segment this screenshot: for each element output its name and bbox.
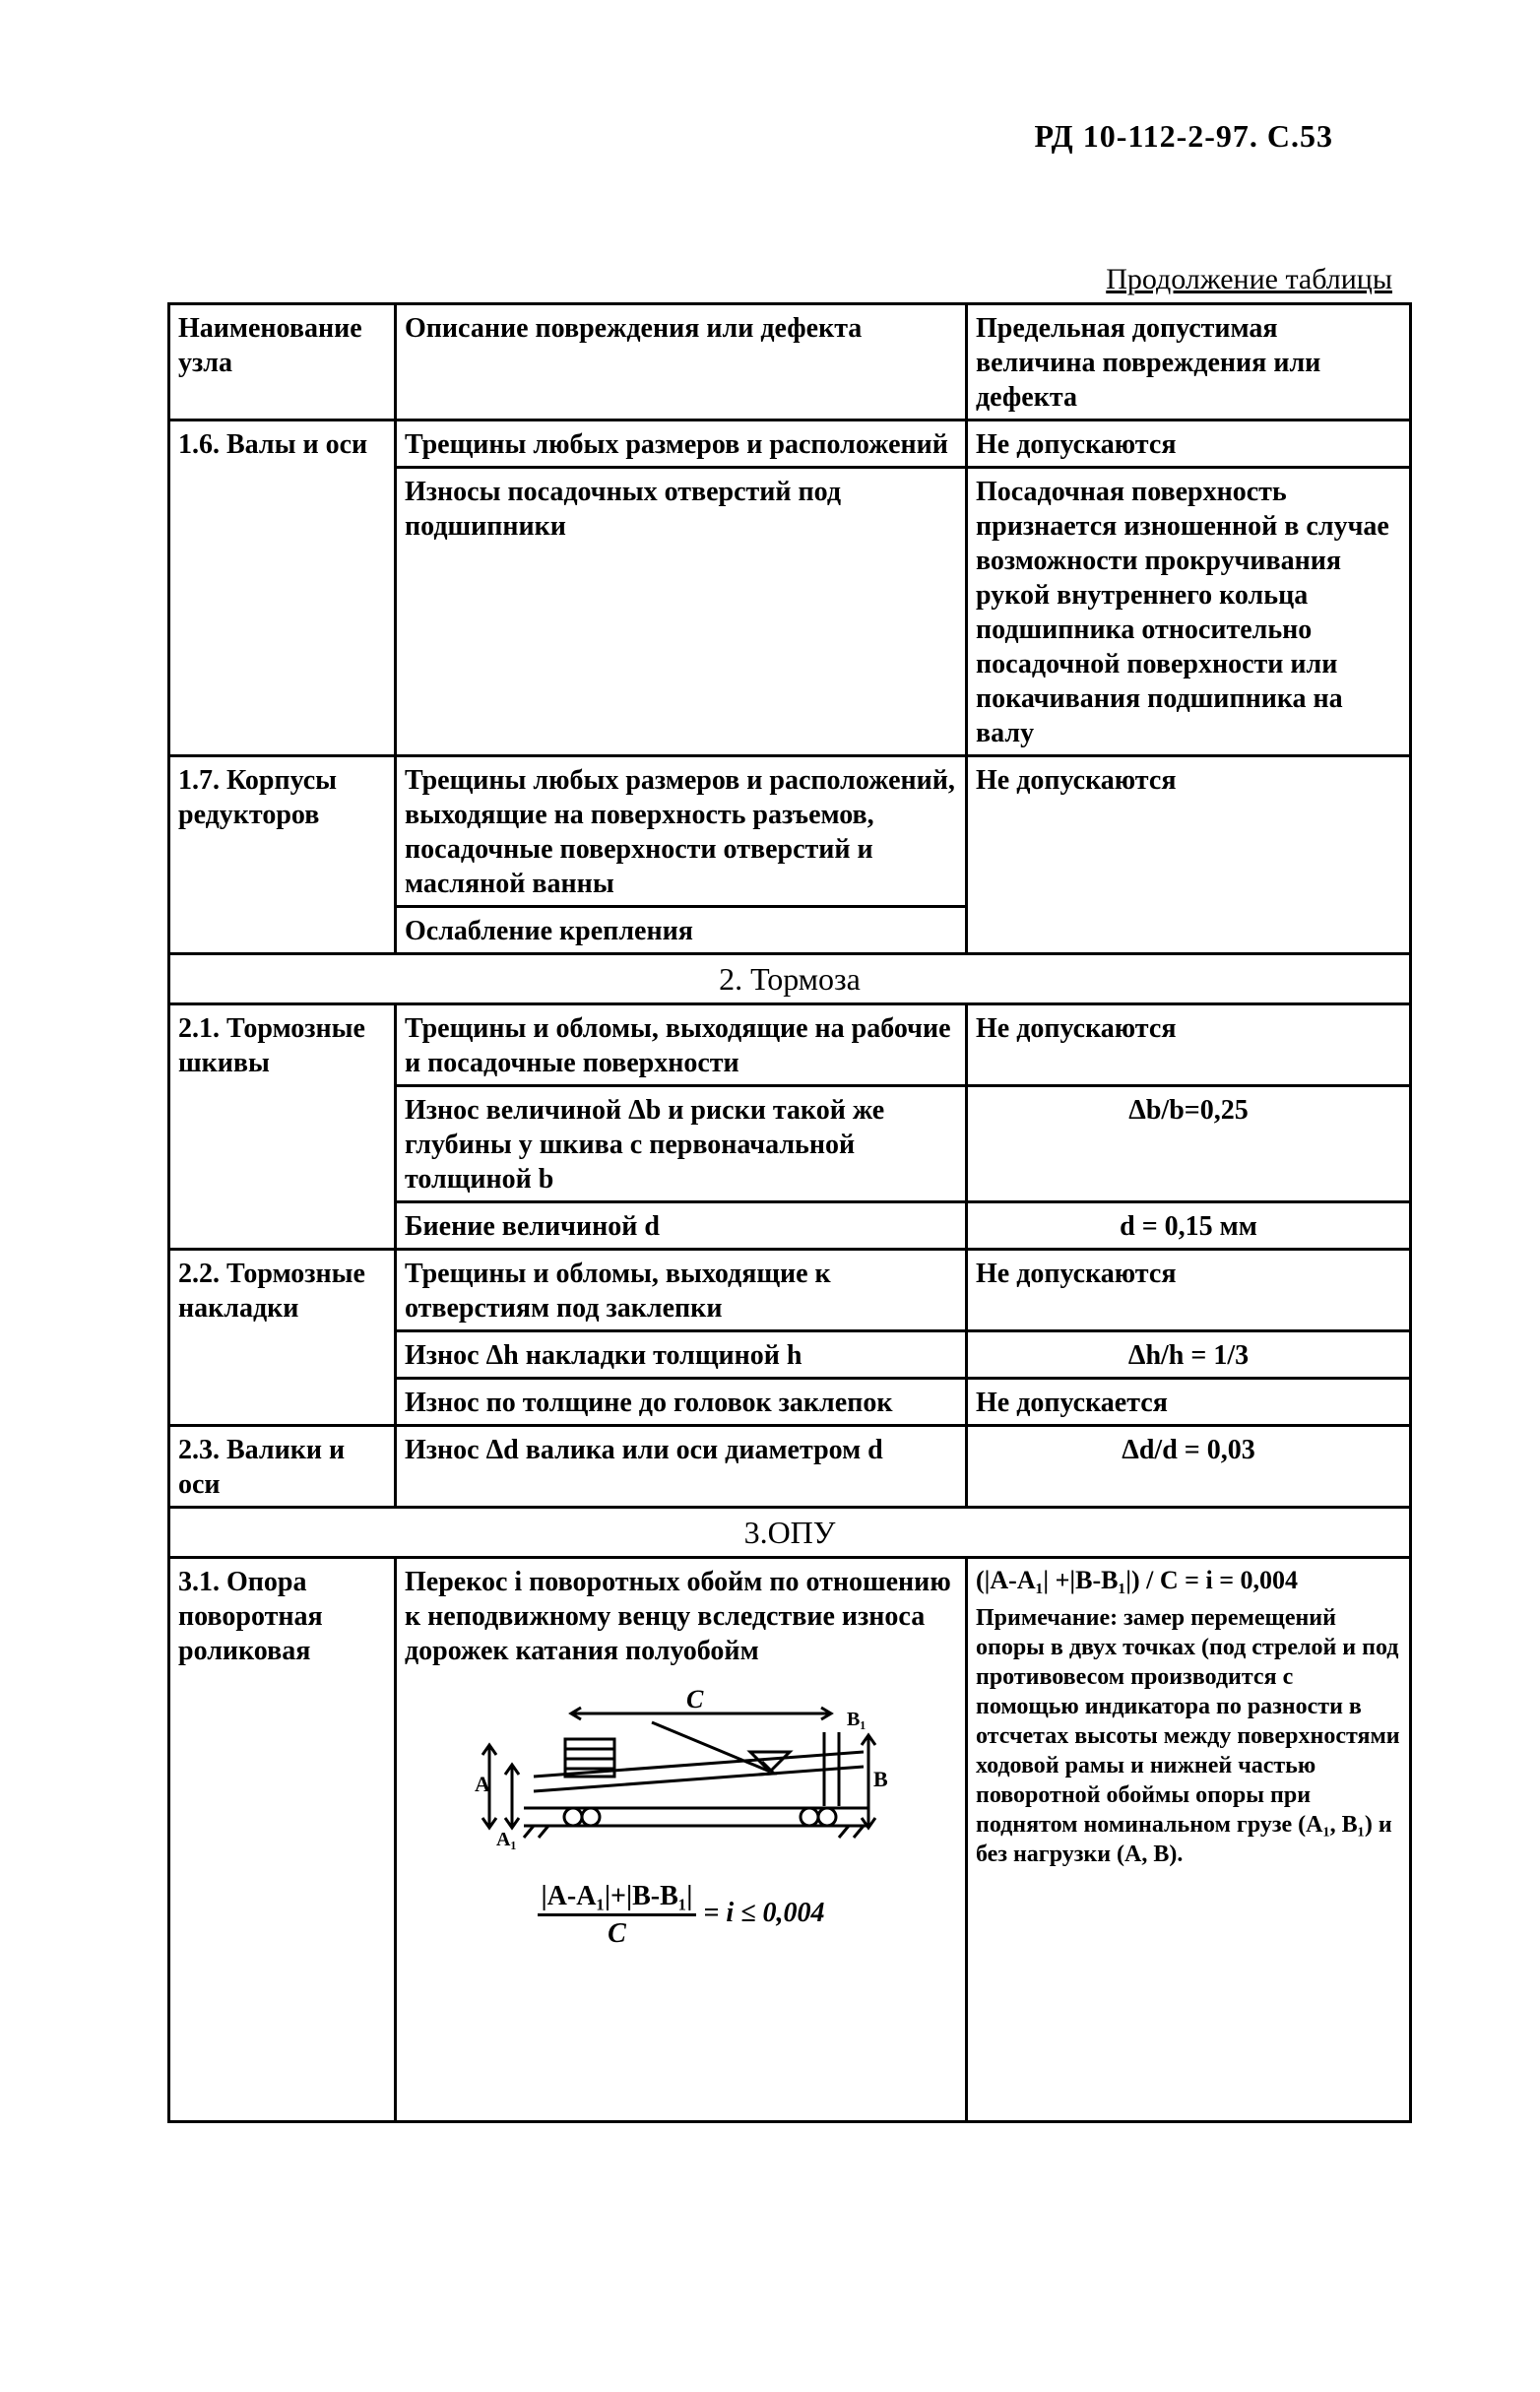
section-2-title: 2. Тормоза (169, 954, 1411, 1004)
cell-limit-3-1: (|A-A₁| +|B-B₁|) / C = i = 0,004 Примеча… (967, 1558, 1411, 2122)
cell-desc: Биение величиной d (396, 1202, 967, 1250)
cell-desc: Износ Δd валика или оси диаметром d (396, 1426, 967, 1508)
cell-desc: Износ Δh накладки толщиной h (396, 1331, 967, 1379)
formula: |A-A₁|+|B-B₁| C = i ≤ 0,004 (538, 1879, 825, 1951)
cell-desc: Ослабление крепления (396, 907, 967, 954)
svg-text:B: B (873, 1767, 888, 1791)
table-header-row: Наименование узла Описание повреждения и… (169, 304, 1411, 420)
table-row: 2.2. Тормозные накладки Трещины и обломы… (169, 1250, 1411, 1331)
cell-desc: Износ по толщине до головок заклепок (396, 1379, 967, 1426)
cell-name-2-2: 2.2. Тормозные накладки (169, 1250, 396, 1426)
table-row: 3.1. Опора поворотная роликовая Перекос … (169, 1558, 1411, 2122)
col-header-limit: Предельная допустимая величина поврежден… (967, 304, 1411, 420)
cell-limit: Не допускаются (967, 1004, 1411, 1086)
cell-desc: Трещины любых размеров и расположений, в… (396, 756, 967, 907)
cell-desc-3-1: Перекос i поворотных обойм по отношению … (396, 1558, 967, 2122)
col-header-name: Наименование узла (169, 304, 396, 420)
table-row: 2.3. Валики и оси Износ Δd валика или ос… (169, 1426, 1411, 1508)
limit-formula: (|A-A₁| +|B-B₁|) / C = i = 0,004 (976, 1565, 1401, 1597)
col-header-desc: Описание повреждения или дефекта (396, 304, 967, 420)
diagram-container: A A₁ (405, 1668, 957, 1951)
section-3-title: 3.ОПУ (169, 1508, 1411, 1558)
cell-desc: Износ величиной Δb и риски такой же глуб… (396, 1086, 967, 1202)
formula-rhs: = i ≤ 0,004 (703, 1898, 824, 1928)
fraction: |A-A₁|+|B-B₁| C (538, 1879, 697, 1951)
cell-desc: Трещины любых размеров и расположений (396, 420, 967, 468)
cell-limit: d = 0,15 мм (967, 1202, 1411, 1250)
table-row: 1.6. Валы и оси Трещины любых размеров и… (169, 420, 1411, 468)
cell-desc: Трещины и обломы, выходящие на рабочие и… (396, 1004, 967, 1086)
svg-text:A: A (475, 1772, 490, 1796)
cell-limit: Не допускаются (967, 420, 1411, 468)
svg-text:B₁: B₁ (847, 1709, 866, 1730)
cell-name-2-3: 2.3. Валики и оси (169, 1426, 396, 1508)
document-id: РД 10-112-2-97. С.53 (167, 118, 1333, 155)
cell-limit: Δb/b=0,25 (967, 1086, 1411, 1202)
cell-limit: Δh/h = 1/3 (967, 1331, 1411, 1379)
section-row: 3.ОПУ (169, 1508, 1411, 1558)
cell-desc: Износы посадочных отверстий под подшипни… (396, 468, 967, 756)
cell-name-1-7: 1.7. Корпусы редукторов (169, 756, 396, 954)
formula-denominator: C (538, 1916, 697, 1951)
limit-note: Примечание: замер перемещений опоры в дв… (976, 1603, 1401, 1869)
continuation-label: Продолжение таблицы (167, 263, 1392, 296)
cell-name-2-1: 2.1. Тормозные шкивы (169, 1004, 396, 1250)
table-row: 2.1. Тормозные шкивы Трещины и обломы, в… (169, 1004, 1411, 1086)
cell-name-3-1: 3.1. Опора поворотная роликовая (169, 1558, 396, 2122)
table-row: 1.7. Корпусы редукторов Трещины любых ра… (169, 756, 1411, 907)
cell-limit: Не допускаются (967, 756, 1411, 954)
page: РД 10-112-2-97. С.53 Продолжение таблицы… (0, 0, 1540, 2392)
section-row: 2. Тормоза (169, 954, 1411, 1004)
cell-desc: Трещины и обломы, выходящие к отверстиям… (396, 1250, 967, 1331)
bearing-diagram-icon: A A₁ (475, 1678, 888, 1875)
desc-text: Перекос i поворотных обойм по отношению … (405, 1565, 957, 1668)
cell-limit: Посадочная поверхность признается изноше… (967, 468, 1411, 756)
cell-limit: Не допускается (967, 1379, 1411, 1426)
diagram-c-label: C (686, 1685, 704, 1713)
cell-name-1-6: 1.6. Валы и оси (169, 420, 396, 756)
formula-numerator: |A-A₁|+|B-B₁| (538, 1879, 697, 1916)
svg-text:A₁: A₁ (496, 1829, 516, 1850)
cell-limit: Δd/d = 0,03 (967, 1426, 1411, 1508)
cell-limit: Не допускаются (967, 1250, 1411, 1331)
defects-table: Наименование узла Описание повреждения и… (167, 302, 1412, 2123)
